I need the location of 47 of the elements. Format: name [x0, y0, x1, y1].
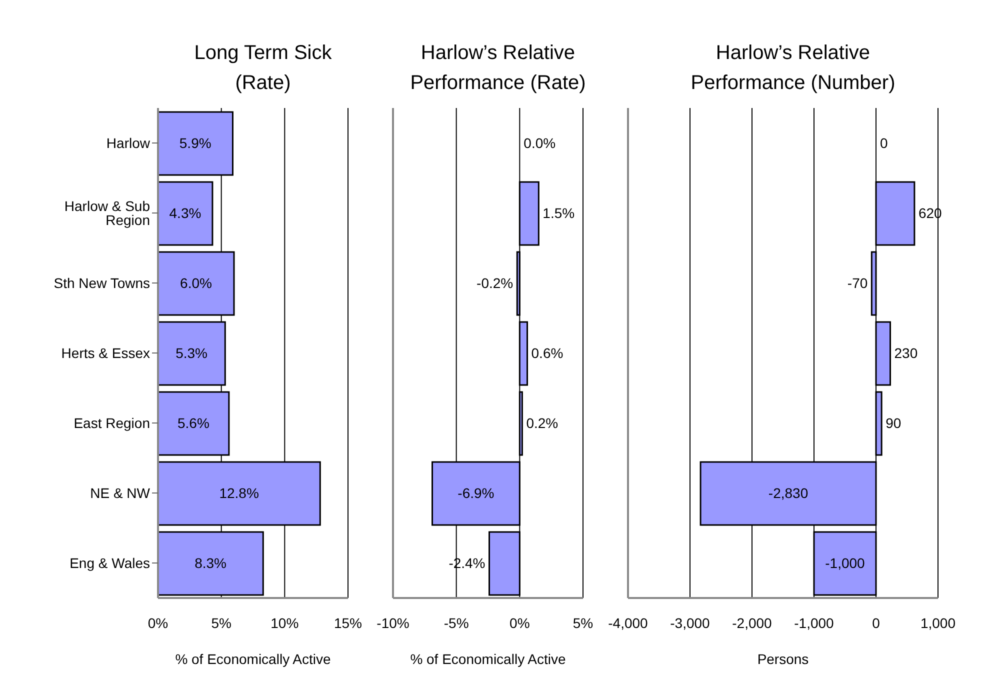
- data-label: 4.3%: [169, 205, 202, 221]
- data-label: -6.9%: [458, 485, 494, 501]
- chart-title: Long Term Sick (Rate): [193, 41, 333, 96]
- data-label: 230: [894, 345, 918, 361]
- data-label: 5.3%: [176, 345, 208, 361]
- y-tick-label: East Region: [74, 414, 150, 431]
- data-label: 8.3%: [194, 555, 227, 571]
- data-label: -1,000: [825, 555, 866, 571]
- x-tick-label: 0%: [510, 614, 530, 631]
- data-label: 6.0%: [180, 275, 212, 291]
- x-tick-label: 10%: [270, 614, 299, 631]
- x-tick-label: -2,000: [732, 614, 772, 631]
- x-axis-title: % of Economically Active: [410, 651, 566, 667]
- x-tick-label: 0: [872, 614, 880, 631]
- x-tick-label: 5%: [211, 614, 232, 631]
- x-axis-title: % of Economically Active: [175, 651, 332, 667]
- x-tick-label: 15%: [334, 614, 362, 631]
- y-tick-label: Harlow: [106, 134, 151, 151]
- data-label: 12.8%: [219, 485, 259, 501]
- data-label: 0.0%: [524, 135, 556, 151]
- x-tick-label: 1,000: [920, 614, 956, 631]
- x-tick-label: -1,000: [794, 614, 834, 631]
- data-label: 0.2%: [526, 415, 558, 431]
- chart-title: Harlow’s Relative Performance (Rate): [409, 41, 587, 96]
- data-label: 5.6%: [178, 415, 210, 431]
- data-label: 0: [880, 135, 888, 151]
- x-tick-label: 0%: [148, 614, 168, 631]
- x-tick-label: -5%: [444, 614, 469, 631]
- bar: [158, 181, 214, 246]
- x-tick-label: -4,000: [608, 614, 648, 631]
- y-tick-label: Harlow & Sub Region: [64, 198, 150, 228]
- y-tick-label: Sth New Towns: [54, 274, 150, 291]
- data-label: 1.5%: [542, 205, 575, 221]
- x-tick-label: -3,000: [670, 614, 710, 631]
- y-tick-label: Herts & Essex: [61, 344, 150, 361]
- data-label: 0.6%: [531, 345, 564, 361]
- data-label: -70: [847, 275, 868, 291]
- x-tick-label: -10%: [376, 614, 410, 631]
- y-tick-label: Eng & Wales: [70, 554, 150, 571]
- data-label: 5.9%: [179, 135, 212, 151]
- data-label: -2,830: [768, 485, 808, 501]
- x-axis-title: Persons: [757, 651, 809, 667]
- x-tick-label: 5%: [572, 614, 594, 631]
- data-label: 90: [886, 415, 902, 431]
- data-label: -0.2%: [476, 275, 514, 291]
- chart-title: Harlow’s Relative Performance (Number): [690, 41, 896, 96]
- y-tick-label: NE & NW: [90, 484, 151, 501]
